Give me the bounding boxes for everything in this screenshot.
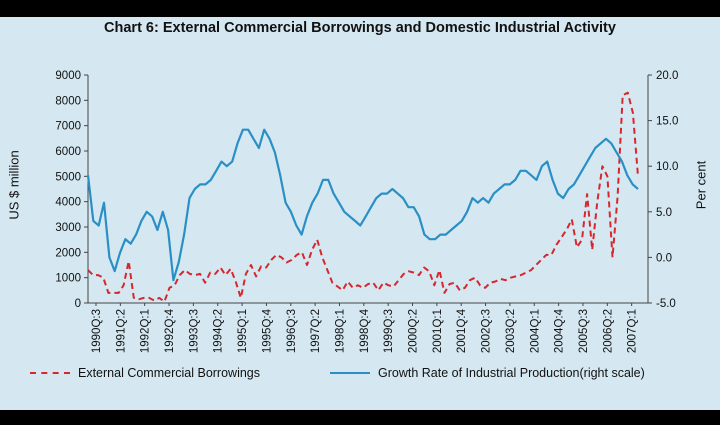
legend-swatch-iip [330, 372, 370, 374]
right-tick-label: 10.0 [656, 161, 678, 173]
x-tick-label: 1996Q:3 [286, 309, 298, 353]
x-tick-label: 1999Q:3 [383, 309, 395, 353]
right-tick-label: 15.0 [656, 116, 678, 128]
chart-title: Chart 6: External Commercial Borrowings … [104, 20, 616, 36]
x-tick-label: 1990Q:3 [91, 309, 103, 353]
right-tick-label: 5.0 [656, 207, 672, 219]
x-tick-label: 2006Q:2 [602, 309, 614, 353]
left-tick-label: 7000 [55, 121, 81, 133]
x-tick-label: 2003Q:2 [505, 309, 517, 353]
legend-item-iip: Growth Rate of Industrial Production(rig… [330, 366, 645, 380]
legend-label-ecb: External Commercial Borrowings [78, 366, 261, 380]
x-tick-label: 2000Q:2 [408, 309, 420, 353]
x-tick-label: 2001Q:4 [456, 308, 468, 353]
left-tick-label: 9000 [55, 70, 81, 82]
legend-swatch-ecb [30, 372, 70, 374]
right-tick-label: 20.0 [656, 70, 678, 82]
x-tick-label: 1992Q:4 [164, 308, 176, 353]
left-tick-label: 2000 [55, 247, 81, 259]
left-tick-label: 1000 [55, 273, 81, 285]
legend-label-iip: Growth Rate of Industrial Production(rig… [378, 366, 645, 380]
legend-item-ecb: External Commercial Borrowings [30, 366, 260, 380]
x-tick-label: 1995Q:4 [261, 308, 273, 353]
right-tick-label: -5.0 [656, 298, 676, 310]
x-tick-label: 1998Q:4 [359, 308, 371, 353]
legend: External Commercial Borrowings Growth Ra… [30, 366, 710, 388]
x-tick-label: 1991Q:2 [115, 309, 127, 353]
x-tick-label: 1998Q:1 [334, 309, 346, 353]
x-tick-label: 1994Q:2 [213, 309, 225, 353]
chart-panel [0, 17, 720, 410]
x-tick-label: 2001Q:1 [432, 309, 444, 353]
ecb-series-line [87, 91, 639, 303]
x-tick-label: 2005Q:3 [578, 309, 590, 353]
left-tick-label: 3000 [55, 222, 81, 234]
x-tick-label: 2004Q:4 [554, 308, 566, 353]
x-tick-label: 2007Q:1 [627, 309, 639, 353]
axes: 0 1000 2000 3000 4000 5000 6000 7000 8000 9000 -5.… [55, 70, 678, 353]
right-tick-label: 0.0 [656, 252, 672, 264]
x-tick-label: 2004Q:1 [529, 309, 541, 353]
x-tick-label: 1995Q:1 [237, 309, 249, 353]
industrial-growth-series-line [86, 128, 639, 282]
left-tick-label: 0 [75, 298, 81, 310]
x-tick-label: 2002Q:3 [481, 309, 493, 353]
x-tick-label: 1997Q:2 [310, 309, 322, 353]
left-tick-label: 8000 [55, 95, 81, 107]
x-tick-label: 1993Q:3 [188, 309, 200, 353]
left-tick-label: 4000 [55, 197, 81, 209]
left-tick-label: 5000 [55, 171, 81, 183]
x-tick-label: 1992Q:1 [140, 309, 152, 353]
series-lines [86, 91, 639, 303]
left-tick-label: 6000 [55, 146, 81, 158]
